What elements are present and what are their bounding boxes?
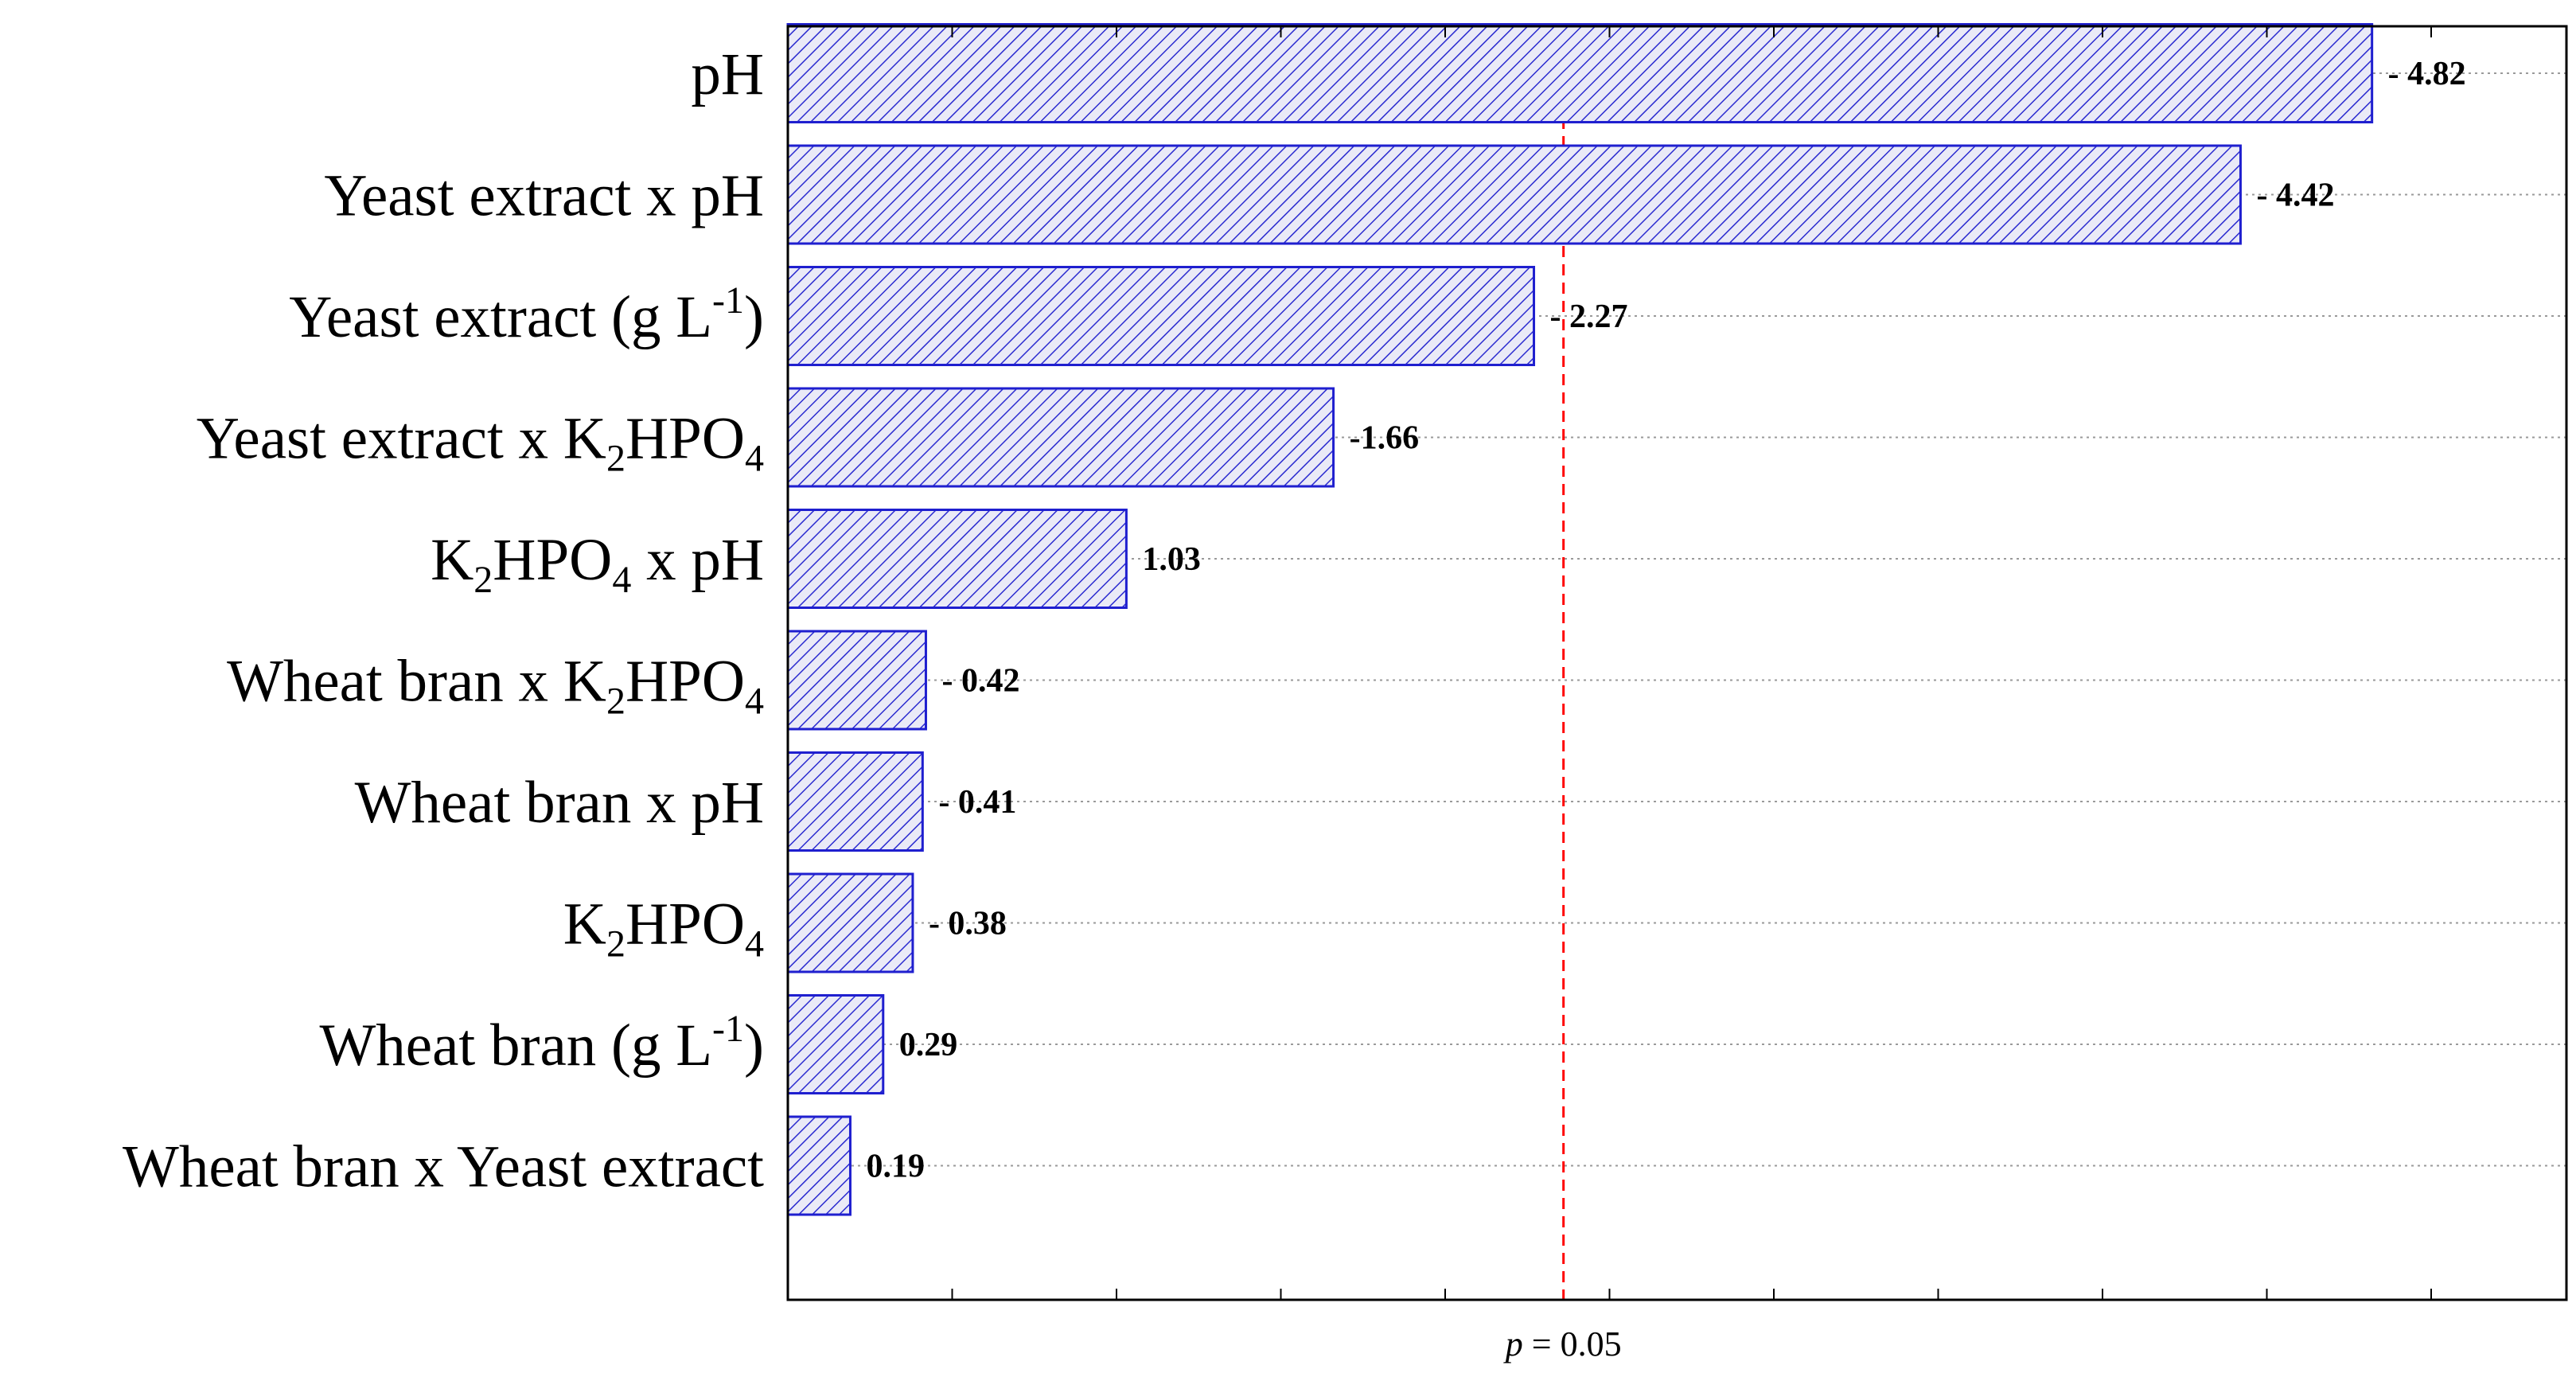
bar [786,387,1335,488]
bar [786,994,885,1094]
value-label: 0.19 [866,1149,925,1185]
value-label: 1.03 [1142,541,1201,578]
value-label: - 0.38 [929,906,1007,942]
value-label: - 2.27 [1550,298,1628,335]
bar [786,144,2242,245]
category-label: Wheat bran x K2​HPO4​ [227,649,764,723]
value-label: - 0.41 [938,784,1016,821]
category-label: K2​HPO4​ [563,891,764,966]
category-labels: pH Yeast extract x pH Yeast extract (g L-1… [123,41,764,1200]
value-label: 0.29 [899,1027,958,1063]
category-label: Wheat bran x pH [355,770,764,836]
threshold-label-value: = 0.05 [1523,1324,1622,1363]
category-label: Wheat bran x Yeast extract [123,1134,764,1200]
value-label: - 4.42 [2256,178,2334,214]
category-label: K2​HPO4​ x pH [431,527,764,601]
x-axis-ticks [951,26,2432,1300]
bar [786,630,927,731]
value-labels: - 4.82 - 4.42 - 2.27 -1.66 1.03 - 0.42 - 0.41 -… [866,56,2465,1185]
category-label: Yeast extract x pH [324,163,764,229]
bar [786,751,924,852]
bar [786,23,2374,123]
bar [786,266,1536,366]
bar [786,509,1128,609]
bar [786,1115,852,1216]
value-label: - 0.42 [941,663,1019,700]
threshold-label-p: p [1503,1324,1523,1363]
category-label: Wheat bran (g L-1​) [320,1008,764,1079]
bar [786,872,914,973]
plot-area-frame [786,25,2568,1301]
category-label: pH [691,41,764,107]
bars [786,23,2374,1216]
category-label: Yeast extract (g L-1​) [289,279,764,350]
value-label: -1.66 [1350,420,1420,457]
threshold-label: p = 0.05 [1503,1324,1622,1363]
value-label: - 4.82 [2388,56,2466,92]
category-label: Yeast extract x K2​HPO4​ [197,406,764,480]
